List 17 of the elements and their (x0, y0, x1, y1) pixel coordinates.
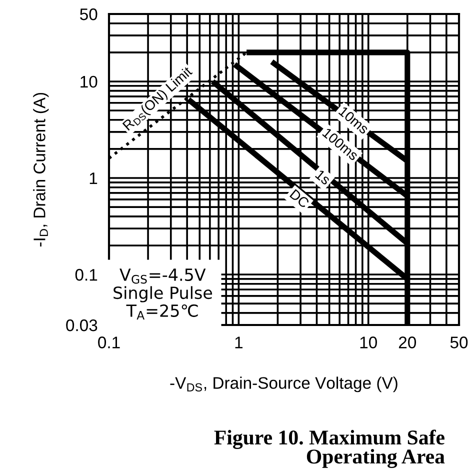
x-axis-title: -V$_{DS}$, Drain-Source Voltage (V) (170, 376, 398, 392)
annotation: 1s (314, 169, 332, 186)
y-tick-label: 50 (80, 8, 98, 20)
annotation: DC (289, 189, 310, 208)
x-tick-label: 20 (398, 336, 416, 348)
annotation: R$_{DS}$(ON) Limit (122, 66, 195, 133)
x-tick-label: 50 (450, 336, 468, 348)
x-tick-label: 1 (235, 336, 242, 348)
y-tick-label: 1 (90, 172, 98, 184)
y-axis-title: -I$_{D}$, Drain Current (A) (33, 92, 49, 247)
y-tick-label: 0.1 (75, 268, 98, 281)
x-tick-label: 10 (360, 336, 377, 348)
annotation: V$_{GS}$=-4.5V Single Pulse T$_{A}$=25℃ (114, 268, 212, 320)
caption: Figure 10. Maximum Safe Operating Area (214, 430, 445, 468)
x-tick-label: 0.1 (98, 336, 120, 348)
y-tick-label: 0.03 (66, 319, 98, 332)
y-tick-label: 10 (80, 76, 98, 88)
